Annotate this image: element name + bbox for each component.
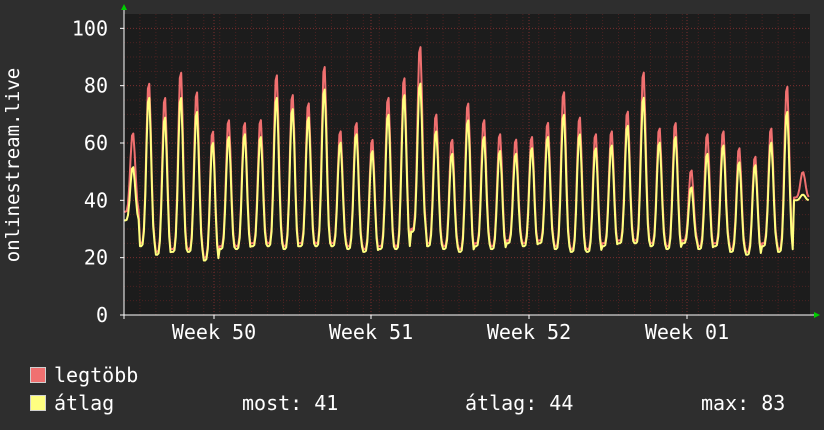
y-axis-label: onlinestream.live [2,68,24,262]
y-tick-label: 80 [84,74,108,98]
axes [120,4,820,319]
x-axis-arrow-icon [814,312,820,318]
legend-item-max: legtöbb [30,363,138,387]
series-line-avg [124,82,810,262]
x-tick-label: Week 51 [329,320,413,344]
stat-now: most: 41 [242,391,339,415]
y-tick-label: 100 [72,16,108,40]
y-tick-label: 0 [96,303,108,327]
legend-label-max: legtöbb [54,363,139,387]
series-group [124,46,810,262]
legend-swatch-avg [30,395,46,411]
y-tick-label: 40 [84,188,108,212]
x-tick-label: Week 01 [645,320,729,344]
x-tick-label: Week 52 [487,320,571,344]
y-tick-label: 60 [84,131,108,155]
y-axis-arrow-icon [121,4,127,10]
legend-swatch-max [30,367,46,383]
x-tick-label: Week 50 [172,320,256,344]
plot-background [124,14,810,315]
stat-max: max: 83 [701,391,786,415]
y-tick-label: 20 [84,246,108,270]
legend-label-avg: átlag [54,391,115,415]
stat-avg: átlag: 44 [465,391,574,415]
legend-item-avg: átlag [30,391,114,415]
tick-labels: 0 20 40 60 80 100 Week 50 Week 51 Week 52 Week 01 [72,16,729,344]
chart: 0 20 40 60 80 100 Week 50 Week 51 Week 52 Week 01… [2,4,820,344]
